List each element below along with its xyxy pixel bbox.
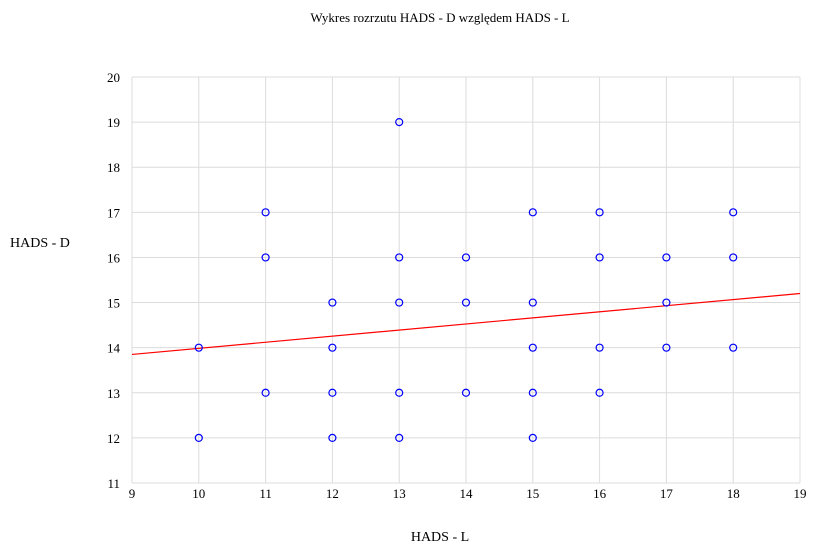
scatter-point [328,388,337,397]
y-tick-label: 14 [107,341,121,356]
scatter-point [461,298,471,307]
scatter-point [261,208,270,217]
y-tick-label: 12 [107,431,120,446]
scatter-point [528,208,537,217]
x-tick-label: 17 [660,486,674,501]
points-layer [194,118,738,442]
x-tick-label: 16 [593,486,607,501]
x-axis-label: HADS - L [411,530,469,545]
y-tick-label: 19 [107,115,120,130]
x-tick-label: 9 [129,486,136,501]
scatter-point [528,343,537,352]
x-tick-label: 14 [460,486,474,501]
scatter-point [662,253,671,262]
scatter-point [261,388,270,397]
x-tick-label: 13 [393,486,406,501]
scatter-point [461,388,471,397]
scatter-point [328,433,337,442]
y-axis-label: HADS - D [10,236,70,251]
scatter-point [595,343,604,352]
scatter-point [395,118,404,127]
y-tick-label: 11 [107,476,120,491]
scatter-point [395,298,404,307]
scatter-point [595,388,604,397]
x-tick-label: 11 [259,486,272,501]
scatter-point [395,433,404,442]
y-tick-label: 20 [107,70,120,85]
scatter-point [528,298,537,307]
scatter-point [528,433,537,442]
x-tick-label: 12 [326,486,339,501]
scatter-point [729,208,738,217]
scatter-point [729,253,738,262]
scatter-point [194,433,203,442]
x-tick-label: 18 [727,486,740,501]
scatter-point [328,343,337,352]
scatter-point [194,343,203,352]
chart-title: Wykres rozrzutu HADS - D względem HADS -… [310,10,569,25]
tick-labels: 9 10 11 12 13 14 15 16 17 18 19 11 12 13 14 15 16 17 18 19 2… [107,70,807,501]
scatter-point [662,298,671,307]
x-tick-label: 10 [192,486,205,501]
grid-layer [131,76,801,484]
scatter-point [395,388,404,397]
scatter-point [595,253,604,262]
scatter-point [395,253,404,262]
y-tick-label: 17 [107,205,121,220]
trend-line [131,292,801,356]
scatter-point [595,208,604,217]
y-tick-label: 13 [107,386,120,401]
scatter-point [261,253,270,262]
scatter-point [461,253,471,262]
y-tick-label: 16 [107,250,121,265]
x-tick-label: 15 [526,486,539,501]
trendline-layer [131,292,801,356]
y-tick-label: 18 [107,160,120,175]
y-tick-label: 15 [107,296,120,311]
scatter-point [528,388,537,397]
scatter-point [662,343,671,352]
x-tick-label: 19 [794,486,807,501]
scatter-point [729,343,738,352]
scatter-point [328,298,337,307]
